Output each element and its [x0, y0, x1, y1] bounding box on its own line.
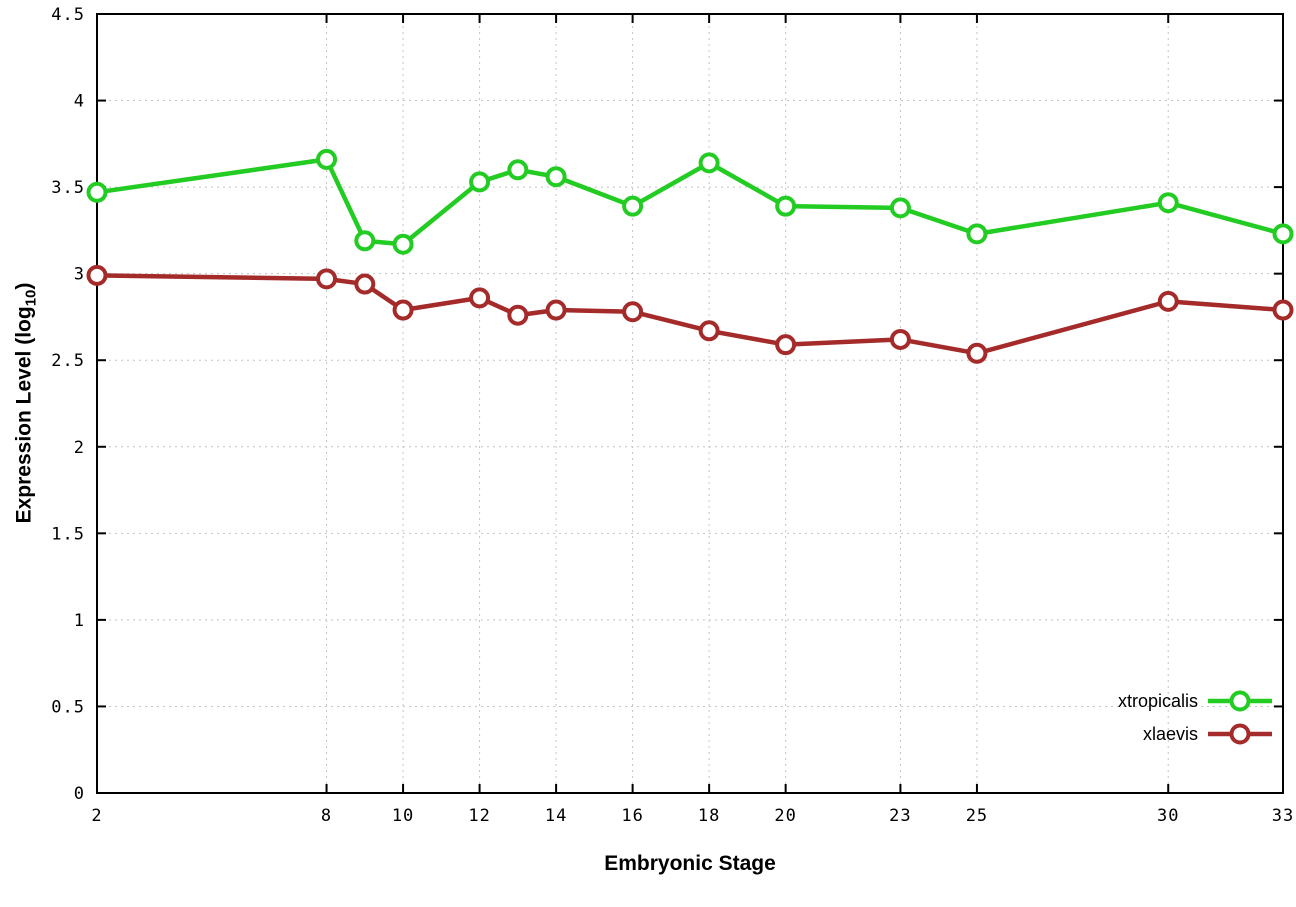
data-point-xlaevis	[966, 342, 988, 364]
legend-point-sample	[1229, 690, 1251, 712]
y-axis-title-text: Expression Level (log	[12, 306, 36, 524]
data-point-xtropicalis	[622, 195, 644, 217]
data-point-xlaevis	[316, 268, 338, 290]
x-tick-label: 18	[698, 806, 720, 826]
legend-point-sample	[1229, 723, 1251, 745]
data-point-xlaevis	[889, 328, 911, 350]
data-point-xtropicalis	[507, 159, 529, 181]
data-point-xtropicalis	[698, 152, 720, 174]
data-point-xlaevis	[86, 264, 108, 286]
data-point-xtropicalis	[966, 223, 988, 245]
data-point-xtropicalis	[86, 181, 108, 203]
y-axis-title-end: )	[12, 282, 36, 290]
data-point-xtropicalis	[1272, 223, 1294, 245]
series-line-xlaevis	[94, 273, 1286, 356]
data-point-xlaevis	[698, 320, 720, 342]
plot-border	[96, 13, 1284, 794]
data-point-xtropicalis	[1157, 192, 1179, 214]
y-tick-label: 2.5	[51, 351, 85, 371]
series-line-xtropicalis	[94, 157, 1286, 247]
data-point-xtropicalis	[354, 230, 376, 252]
y-tick-label: 3	[74, 265, 85, 285]
data-point-xtropicalis	[545, 166, 567, 188]
x-tick-label: 23	[889, 806, 911, 826]
x-tick-label: 14	[545, 806, 567, 826]
data-point-xlaevis	[392, 299, 414, 321]
x-tick-label: 25	[966, 806, 988, 826]
data-point-xlaevis	[622, 301, 644, 323]
x-tick-label: 12	[468, 806, 490, 826]
x-tick-label: 8	[321, 806, 332, 826]
data-point-xtropicalis	[889, 197, 911, 219]
data-point-xtropicalis	[469, 171, 491, 193]
x-axis-title: Embryonic Stage	[604, 852, 776, 875]
data-point-xtropicalis	[316, 148, 338, 170]
y-tick-label: 4.5	[51, 5, 85, 25]
y-tick-label: 0.5	[51, 697, 85, 717]
y-axis-title: Expression Level (log10)	[12, 283, 39, 524]
data-point-xlaevis	[545, 299, 567, 321]
data-point-xlaevis	[1157, 290, 1179, 312]
data-point-xlaevis	[775, 334, 797, 356]
y-tick-label: 3.5	[51, 178, 85, 198]
data-point-xlaevis	[507, 304, 529, 326]
x-tick-label: 20	[774, 806, 796, 826]
data-point-xlaevis	[469, 287, 491, 309]
data-point-xlaevis	[1272, 299, 1294, 321]
y-tick-label: 1.5	[51, 524, 85, 544]
data-point-xtropicalis	[392, 233, 414, 255]
x-tick-label: 2	[91, 806, 102, 826]
y-axis-title-subscript: 10	[22, 289, 40, 307]
y-tick-label: 2	[74, 438, 85, 458]
y-tick-label: 4	[74, 92, 85, 112]
y-tick-label: 1	[74, 611, 85, 631]
x-tick-label: 10	[392, 806, 414, 826]
x-tick-label: 16	[621, 806, 643, 826]
data-point-xtropicalis	[775, 195, 797, 217]
data-point-xlaevis	[354, 273, 376, 295]
x-tick-label: 30	[1157, 806, 1179, 826]
y-tick-label: 0	[74, 784, 85, 804]
x-tick-label: 33	[1272, 806, 1294, 826]
legend-label-xlaevis: xlaevis	[1143, 724, 1198, 744]
legend-label-xtropicalis: xtropicalis	[1118, 691, 1198, 711]
